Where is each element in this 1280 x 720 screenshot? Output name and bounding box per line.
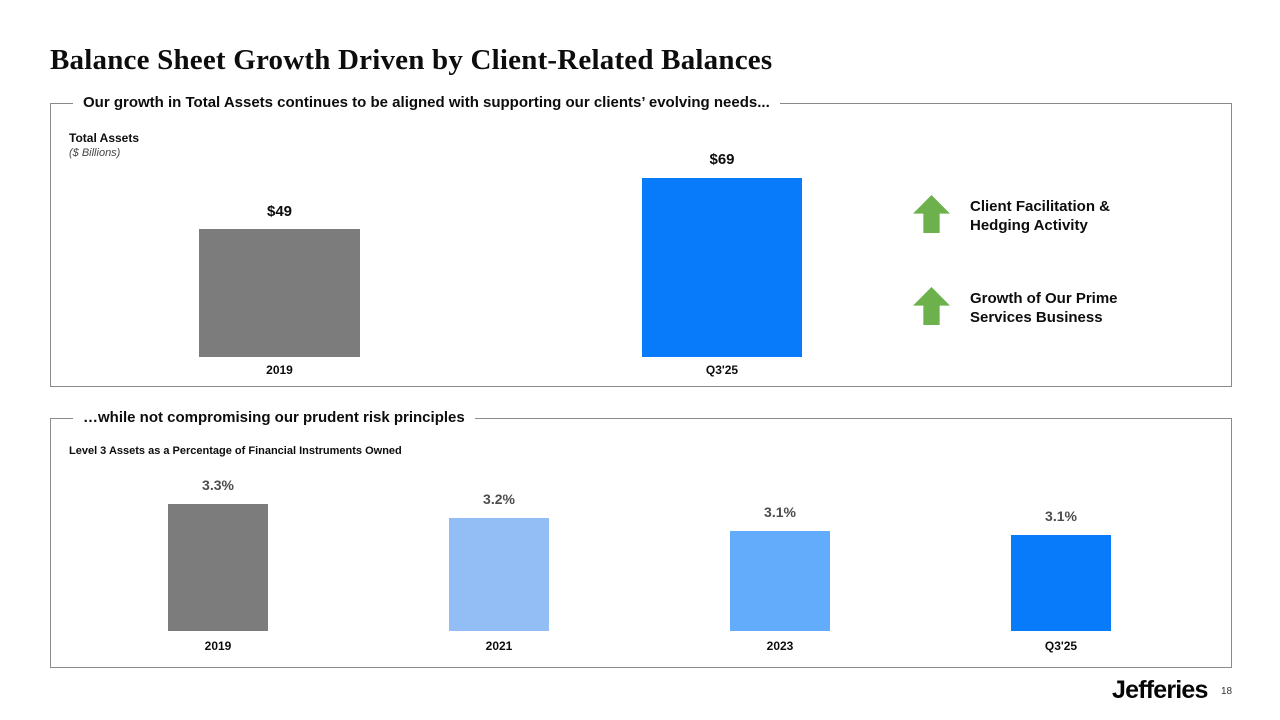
bar-value-label: $69 bbox=[709, 151, 735, 168]
callout-line: Client Facilitation & bbox=[970, 198, 1111, 215]
bar-level3-2019 bbox=[168, 504, 268, 631]
callout-prime-services: Growth of Our Prime Services Business bbox=[913, 287, 1118, 327]
callout-line: Hedging Activity bbox=[970, 217, 1088, 234]
up-arrow-icon bbox=[913, 195, 950, 233]
bar-value-label: 3.1% bbox=[1045, 508, 1077, 524]
callout-text: Client Facilitation & Hedging Activity bbox=[970, 195, 1110, 235]
chart-title: Total Assets bbox=[69, 131, 140, 145]
page-number: 18 bbox=[1221, 686, 1233, 697]
bar-value-label: 3.1% bbox=[764, 504, 796, 520]
callout-line: Growth of Our Prime bbox=[970, 290, 1118, 307]
up-arrow-icon bbox=[913, 287, 950, 325]
bar-category-label: 2023 bbox=[766, 639, 794, 653]
bar-level3-q325 bbox=[1011, 535, 1111, 631]
level3-panel-header: …while not compromising our prudent risk… bbox=[73, 409, 475, 426]
bar-value-label: $49 bbox=[266, 203, 293, 220]
bar-category-label: 2021 bbox=[485, 639, 513, 653]
bar-category-label: 2019 bbox=[204, 639, 232, 653]
bar-total-assets-q325 bbox=[642, 178, 802, 357]
bar-category-label: Q3'25 bbox=[705, 363, 739, 377]
total-assets-panel: Our growth in Total Assets continues to … bbox=[50, 94, 1232, 387]
callout-client-facilitation: Client Facilitation & Hedging Activity bbox=[913, 195, 1110, 235]
bar-category-label: 2019 bbox=[266, 363, 293, 377]
bar-level3-2021 bbox=[449, 518, 549, 631]
chart-subtitle: ($ Billions) bbox=[69, 147, 121, 159]
total-assets-panel-header: Our growth in Total Assets continues to … bbox=[73, 94, 780, 111]
bar-level3-2023 bbox=[730, 531, 830, 631]
page-title: Balance Sheet Growth Driven by Client-Re… bbox=[50, 44, 773, 76]
bar-category-label: Q3'25 bbox=[1044, 639, 1078, 653]
total-assets-chart-title-block: Total Assets ($ Billions) bbox=[69, 131, 139, 159]
bar-value-label: 3.3% bbox=[202, 477, 234, 493]
callout-text: Growth of Our Prime Services Business bbox=[970, 287, 1118, 327]
chart-title: Level 3 Assets as a Percentage of Financ… bbox=[69, 445, 402, 457]
bar-value-label: 3.2% bbox=[483, 491, 515, 507]
bar-total-assets-2019 bbox=[199, 229, 360, 357]
level3-assets-panel: …while not compromising our prudent risk… bbox=[50, 409, 1232, 668]
callout-line: Services Business bbox=[970, 309, 1103, 326]
jefferies-logo: Jefferies bbox=[1112, 676, 1208, 704]
